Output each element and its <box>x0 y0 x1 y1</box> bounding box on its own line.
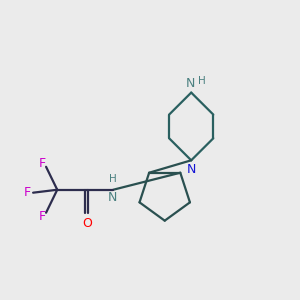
Text: H: H <box>109 174 116 184</box>
Text: H: H <box>198 76 206 86</box>
Text: F: F <box>24 186 32 199</box>
Text: N: N <box>186 77 195 90</box>
Text: F: F <box>39 157 46 170</box>
Text: N: N <box>108 191 117 204</box>
Text: O: O <box>82 217 92 230</box>
Text: N: N <box>187 163 196 176</box>
Text: F: F <box>39 210 46 223</box>
